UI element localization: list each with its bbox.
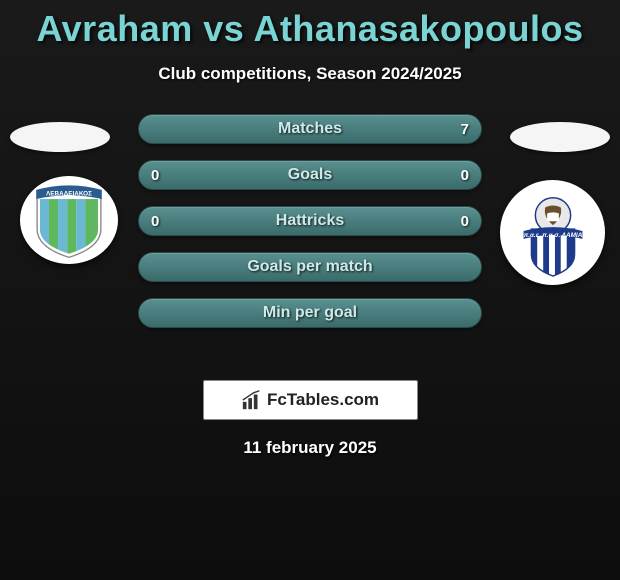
left-team-crest: ΛΕΒΑΔΕΙΑΚΟΣ xyxy=(20,176,118,264)
stat-right-value: 7 xyxy=(439,121,469,138)
stat-label: Hattricks xyxy=(276,212,344,230)
stat-label: Matches xyxy=(278,120,342,138)
stat-label: Goals per match xyxy=(247,258,372,276)
stat-row-goals: 0 Goals 0 xyxy=(138,160,482,190)
stat-label: Min per goal xyxy=(263,304,357,322)
stat-row-hattricks: 0 Hattricks 0 xyxy=(138,206,482,236)
stat-rows-container: Matches 7 0 Goals 0 0 Hattricks 0 Goals … xyxy=(138,114,482,344)
stat-left-value: 0 xyxy=(151,213,181,230)
right-crest-text: π.α.ε. π.α.σ. ΛΑΜΙΑ xyxy=(523,231,582,238)
bar-chart-icon xyxy=(241,389,263,411)
levadiakos-shield-icon: ΛΕΒΑΔΕΙΑΚΟΣ xyxy=(23,179,115,261)
stat-row-matches: Matches 7 xyxy=(138,114,482,144)
left-crest-text: ΛΕΒΑΔΕΙΑΚΟΣ xyxy=(46,190,92,197)
stat-row-min-per-goal: Min per goal xyxy=(138,298,482,328)
stat-label: Goals xyxy=(288,166,332,184)
stat-left-value: 0 xyxy=(151,167,181,184)
right-flag-oval xyxy=(510,122,610,152)
lamia-shield-icon: π.α.ε. π.α.σ. ΛΑΜΙΑ xyxy=(504,184,602,282)
comparison-panel: ΛΕΒΑΔΕΙΑΚΟΣ π.α.ε. π.α.σ. ΛΑΜΙΑ xyxy=(0,114,620,374)
stat-right-value: 0 xyxy=(439,167,469,184)
subtitle: Club competitions, Season 2024/2025 xyxy=(0,64,620,84)
left-flag-oval xyxy=(10,122,110,152)
brand-badge[interactable]: FcTables.com xyxy=(203,380,418,420)
page-title: Avraham vs Athanasakopoulos xyxy=(0,0,620,50)
brand-text: FcTables.com xyxy=(267,390,379,410)
stat-right-value: 0 xyxy=(439,213,469,230)
date-line: 11 february 2025 xyxy=(0,438,620,458)
right-team-crest: π.α.ε. π.α.σ. ΛΑΜΙΑ xyxy=(500,180,605,285)
stat-row-goals-per-match: Goals per match xyxy=(138,252,482,282)
